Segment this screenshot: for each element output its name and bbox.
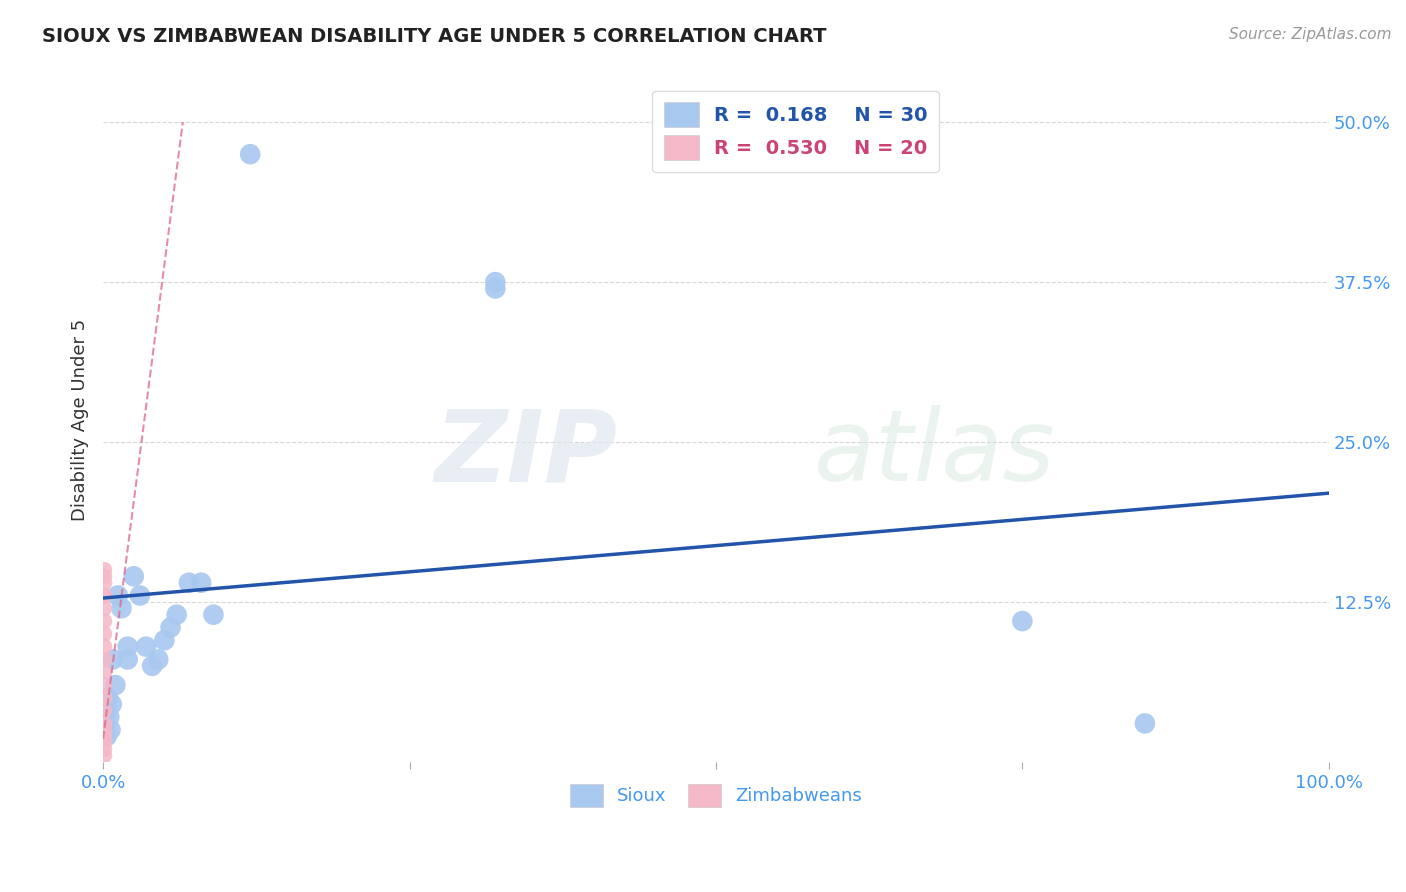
Point <box>100 697 122 711</box>
Point <box>94 723 117 737</box>
Point <box>135 640 157 654</box>
Point <box>93 589 115 603</box>
Point <box>129 589 152 603</box>
Point <box>93 589 115 603</box>
Point <box>104 678 127 692</box>
Point <box>93 704 115 718</box>
Text: ZIP: ZIP <box>434 405 617 502</box>
Point <box>93 601 115 615</box>
Y-axis label: Disability Age Under 5: Disability Age Under 5 <box>72 318 89 521</box>
Point <box>1011 614 1033 628</box>
Point <box>93 690 115 705</box>
Point <box>93 640 115 654</box>
Point <box>153 633 176 648</box>
Text: atlas: atlas <box>814 405 1056 502</box>
Point <box>177 575 200 590</box>
Point <box>97 690 120 705</box>
Point <box>93 652 115 666</box>
Point <box>117 640 139 654</box>
Point <box>93 748 115 763</box>
Point <box>93 665 115 680</box>
Point <box>107 589 129 603</box>
Point <box>101 652 124 666</box>
Point <box>110 601 132 615</box>
Point <box>239 147 262 161</box>
Point <box>100 723 122 737</box>
Point <box>141 658 163 673</box>
Point <box>117 652 139 666</box>
Point <box>122 569 145 583</box>
Point <box>484 281 506 295</box>
Point <box>93 563 115 577</box>
Point <box>190 575 212 590</box>
Point <box>159 620 181 634</box>
Point <box>93 735 115 749</box>
Point <box>93 575 115 590</box>
Point <box>96 704 118 718</box>
Point <box>98 710 121 724</box>
Point <box>93 627 115 641</box>
Legend: Sioux, Zimbabweans: Sioux, Zimbabweans <box>562 777 869 814</box>
Point <box>94 704 117 718</box>
Point <box>93 729 115 743</box>
Point <box>96 729 118 743</box>
Text: SIOUX VS ZIMBABWEAN DISABILITY AGE UNDER 5 CORRELATION CHART: SIOUX VS ZIMBABWEAN DISABILITY AGE UNDER… <box>42 27 827 45</box>
Text: Source: ZipAtlas.com: Source: ZipAtlas.com <box>1229 27 1392 42</box>
Point <box>202 607 225 622</box>
Point <box>93 723 115 737</box>
Point <box>93 614 115 628</box>
Point <box>1133 716 1156 731</box>
Point <box>166 607 188 622</box>
Point <box>93 678 115 692</box>
Point <box>93 569 115 583</box>
Point <box>93 716 115 731</box>
Point <box>484 275 506 289</box>
Point <box>148 652 170 666</box>
Point <box>93 742 115 756</box>
